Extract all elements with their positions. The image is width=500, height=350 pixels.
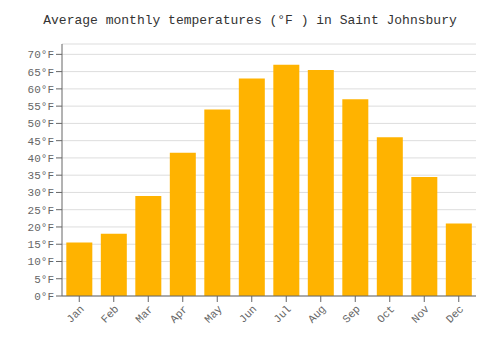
svg-text:60°F: 60°F	[28, 84, 54, 96]
svg-text:70°F: 70°F	[28, 49, 54, 61]
svg-text:45°F: 45°F	[28, 136, 54, 148]
svg-text:15°F: 15°F	[28, 239, 54, 251]
svg-text:Oct: Oct	[375, 303, 397, 325]
svg-text:10°F: 10°F	[28, 256, 54, 268]
svg-text:40°F: 40°F	[28, 153, 54, 165]
svg-text:Sep: Sep	[340, 303, 362, 325]
svg-text:Jan: Jan	[64, 303, 86, 325]
svg-text:25°F: 25°F	[28, 205, 54, 217]
svg-text:Apr: Apr	[168, 303, 190, 325]
svg-text:Mar: Mar	[133, 303, 155, 325]
svg-text:55°F: 55°F	[28, 101, 54, 113]
svg-text:Dec: Dec	[444, 303, 466, 325]
svg-text:May: May	[202, 303, 225, 326]
svg-text:5°F: 5°F	[34, 274, 54, 286]
svg-text:Feb: Feb	[99, 303, 121, 325]
html-text:Average monthly temperatures (: Average monthly temperatures (°F ) in Sa…	[43, 13, 457, 28]
svg-text:50°F: 50°F	[28, 118, 54, 130]
svg-text:65°F: 65°F	[28, 67, 54, 79]
svg-text:Nov: Nov	[409, 303, 432, 326]
svg-text:30°F: 30°F	[28, 187, 54, 199]
svg-text:Jul: Jul	[271, 303, 293, 325]
svg-text:20°F: 20°F	[28, 222, 54, 234]
svg-text:Jun: Jun	[237, 303, 259, 325]
svg-text:35°F: 35°F	[28, 170, 54, 182]
svg-text:0°F: 0°F	[34, 291, 54, 303]
svg-text:Aug: Aug	[306, 303, 328, 325]
